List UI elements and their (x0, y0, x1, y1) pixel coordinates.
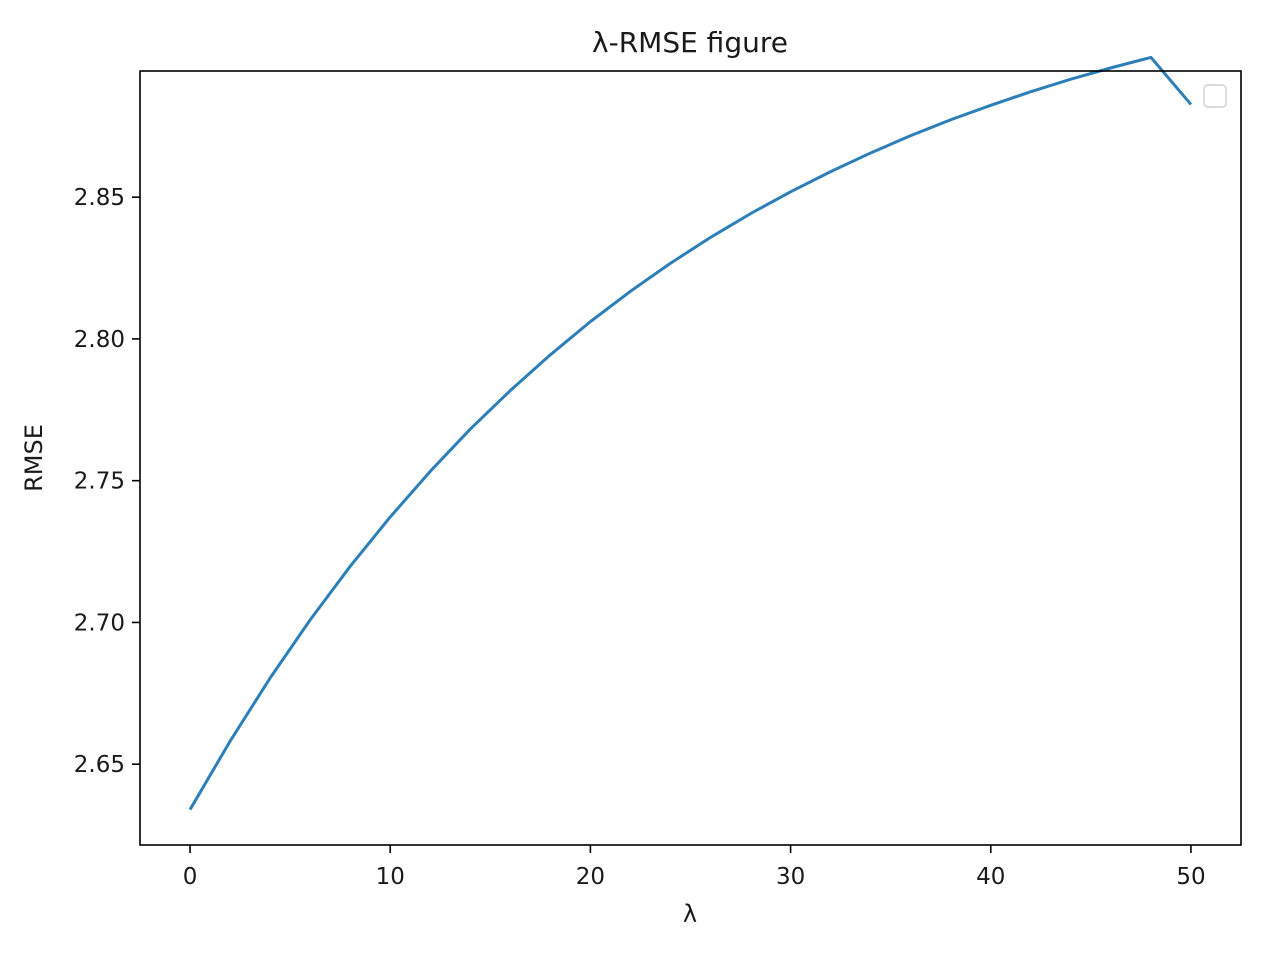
series-line (188, 55, 1193, 811)
chart-title: λ-RMSE figure (592, 26, 788, 59)
plot-area (188, 55, 1193, 811)
x-tick-label: 0 (183, 864, 198, 890)
x-axis: 0 10 20 30 40 50 (183, 845, 1206, 890)
y-tick-label: 2.85 (74, 185, 125, 211)
y-axis: 2.65 2.70 2.75 2.80 2.85 (74, 185, 140, 778)
x-tick-label: 50 (1176, 864, 1205, 890)
x-tick-label: 10 (376, 864, 405, 890)
x-axis-label: λ (683, 900, 697, 928)
y-tick-label: 2.70 (74, 610, 125, 636)
x-tick-label: 30 (776, 864, 805, 890)
legend-box (1203, 84, 1227, 108)
y-tick-label: 2.80 (74, 327, 125, 353)
x-tick-label: 40 (976, 864, 1005, 890)
x-tick-label: 20 (576, 864, 605, 890)
y-tick-label: 2.75 (74, 469, 125, 495)
y-tick-label: 2.65 (74, 752, 125, 778)
y-axis-label: RMSE (20, 424, 48, 492)
axes-frame (139, 70, 1242, 846)
